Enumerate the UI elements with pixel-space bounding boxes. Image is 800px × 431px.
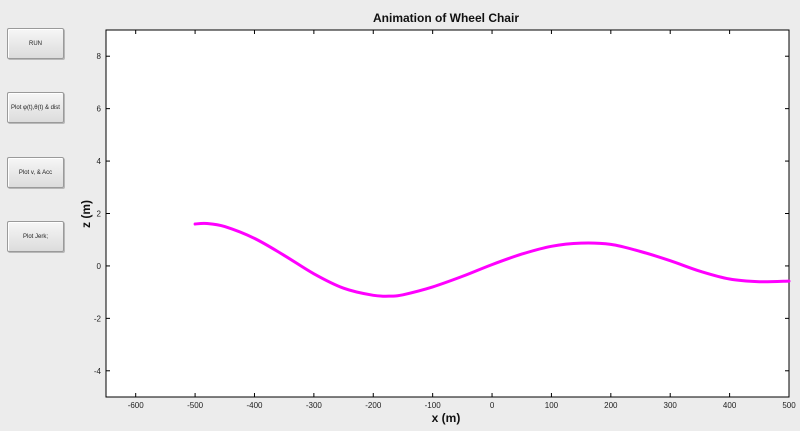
- y-tick-label: 0: [97, 262, 102, 271]
- plot-angles-distance-button[interactable]: Plot φ(t),θ(t) & dist: [7, 92, 64, 123]
- y-tick-label: 4: [97, 157, 102, 166]
- y-tick-label: 8: [97, 52, 102, 61]
- trajectory-line: [193, 221, 791, 298]
- x-axis-label: x (m): [432, 411, 461, 425]
- x-tick-label: -100: [425, 401, 442, 410]
- x-tick-label: -600: [128, 401, 145, 410]
- y-tick-label: -4: [94, 367, 102, 376]
- y-tick-label: 2: [97, 210, 102, 219]
- x-tick-label: 500: [782, 401, 796, 410]
- axis-ticks: -600 -500 -400 -300 -200 -100 0 100 200 300 400 500…: [94, 30, 796, 410]
- plot-velocity-acceleration-button[interactable]: Plot v, & Acc: [7, 157, 64, 188]
- x-tick-label: -200: [365, 401, 382, 410]
- x-tick-label: -500: [187, 401, 204, 410]
- x-tick-label: -400: [246, 401, 263, 410]
- x-tick-label: -300: [306, 401, 323, 410]
- y-axis-label: z (m): [79, 200, 93, 228]
- x-tick-label: 400: [723, 401, 737, 410]
- x-tick-label: 300: [664, 401, 678, 410]
- x-tick-label: 200: [604, 401, 618, 410]
- x-tick-label: 0: [490, 401, 495, 410]
- plot-jerk-button[interactable]: Plot Jerk;: [7, 221, 64, 252]
- plot-area: [105, 29, 790, 398]
- x-tick-label: 100: [545, 401, 559, 410]
- run-button[interactable]: RUN: [7, 28, 64, 59]
- chart-title: Animation of Wheel Chair: [373, 11, 519, 25]
- y-tick-label: 6: [97, 105, 102, 114]
- y-tick-label: -2: [94, 314, 102, 323]
